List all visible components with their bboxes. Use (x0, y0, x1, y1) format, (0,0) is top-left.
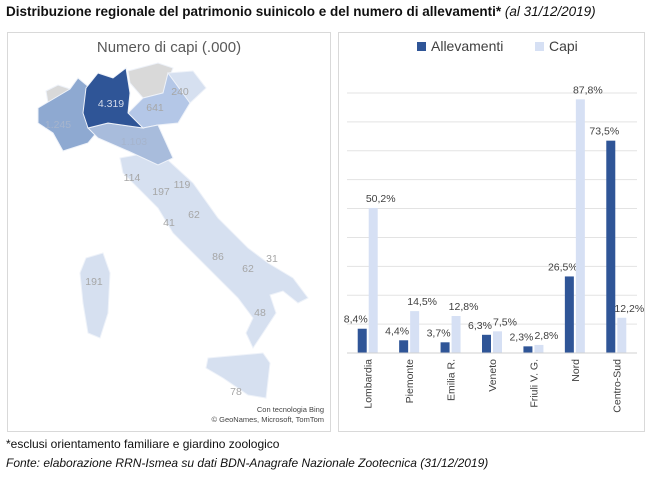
label-abruzzo: 62 (188, 209, 200, 221)
label-calabria: 48 (254, 307, 266, 319)
label-emilia: 1.103 (121, 136, 147, 148)
page-title: Distribuzione regionale del patrimonio s… (6, 4, 596, 19)
label-marche: 119 (174, 179, 191, 191)
label-veneto: 641 (146, 102, 164, 114)
bar-capi-1 (410, 311, 420, 353)
label-piemonte: 1.245 (45, 119, 71, 131)
data-label: 2,8% (534, 330, 558, 342)
footnote: *esclusi orientamento familiare e giardi… (6, 437, 280, 451)
data-label: 12,2% (614, 303, 644, 315)
data-label: 14,5% (407, 296, 437, 308)
region-lombardia (82, 67, 145, 129)
legend-swatch (535, 42, 544, 51)
data-label: 2,3% (509, 331, 533, 343)
label-puglia: 62 (242, 263, 254, 275)
map-title: Numero di capi (.000) (96, 39, 242, 56)
data-label: 6,3% (468, 320, 492, 332)
bar-capi-5 (575, 99, 585, 353)
data-label: 7,5% (493, 316, 517, 328)
legend-swatch (417, 42, 426, 51)
data-label: 3,7% (427, 327, 451, 339)
label-campania: 86 (212, 251, 224, 263)
x-tick-label: Emilia R. (446, 359, 458, 401)
bar-allevamenti-5 (564, 276, 574, 353)
x-tick-label: Lombardia (363, 359, 375, 409)
data-label: 73,5% (589, 126, 619, 138)
map-credit: Con tecnologia Bing © GeoNames, Microsoft… (211, 405, 325, 424)
region-friuli (167, 70, 207, 104)
legend-label: Capi (549, 38, 578, 54)
region-centro-sud (119, 150, 309, 350)
bar-capi-4 (534, 344, 544, 353)
label-molise: 31 (266, 253, 278, 265)
x-tick-label: Veneto (487, 359, 499, 392)
data-label: 26,5% (548, 261, 578, 273)
bar-capi-2 (451, 316, 461, 353)
x-tick-label: Nord (570, 359, 582, 382)
data-label: 4,4% (385, 325, 409, 337)
bar-allevamenti-4 (523, 346, 533, 353)
map-panel: Numero di capi (.000) 4.319 1.245 1.103 … (7, 32, 331, 432)
chart-panel: 8,4% 50,2% Lombardia 4,4% 14,5% Piemonte 3,7% 1… (338, 32, 645, 432)
bar-allevamenti-0 (357, 328, 367, 353)
x-tick-label: Centro-Sud (611, 359, 623, 413)
bar-capi-0 (368, 207, 378, 353)
italy-map: 4.319 1.245 1.103 641 240 114 197 119 41… (37, 62, 309, 399)
label-lombardia: 4.319 (98, 98, 124, 110)
label-sardegna: 191 (85, 276, 103, 288)
label-friuli: 240 (171, 86, 189, 98)
data-label: 50,2% (366, 193, 396, 205)
label-lazio: 41 (163, 217, 175, 229)
bar-capi-3 (493, 331, 502, 353)
label-sicilia: 78 (230, 386, 242, 398)
label-toscana: 114 (124, 172, 141, 184)
source-note: Fonte: elaborazione RRN-Ismea su dati BD… (6, 456, 489, 470)
data-label: 8,4% (344, 314, 368, 326)
bar-allevamenti-1 (399, 340, 409, 353)
bar-allevamenti-6 (606, 140, 616, 353)
data-label: 12,8% (449, 301, 479, 313)
bar-chart: 8,4% 50,2% Lombardia 4,4% 14,5% Piemonte 3,7% 1… (344, 38, 644, 413)
data-label: 87,8% (573, 84, 603, 96)
bar-capi-6 (617, 317, 627, 353)
bar-allevamenti-2 (440, 342, 450, 353)
region-sicilia (205, 352, 271, 399)
x-tick-label: Piemonte (404, 359, 416, 404)
label-umbria: 197 (152, 186, 170, 198)
x-tick-label: Friuli V. G. (528, 359, 540, 408)
bar-allevamenti-3 (482, 334, 491, 353)
legend-label: Allevamenti (431, 38, 503, 54)
region-sardegna (79, 252, 111, 339)
